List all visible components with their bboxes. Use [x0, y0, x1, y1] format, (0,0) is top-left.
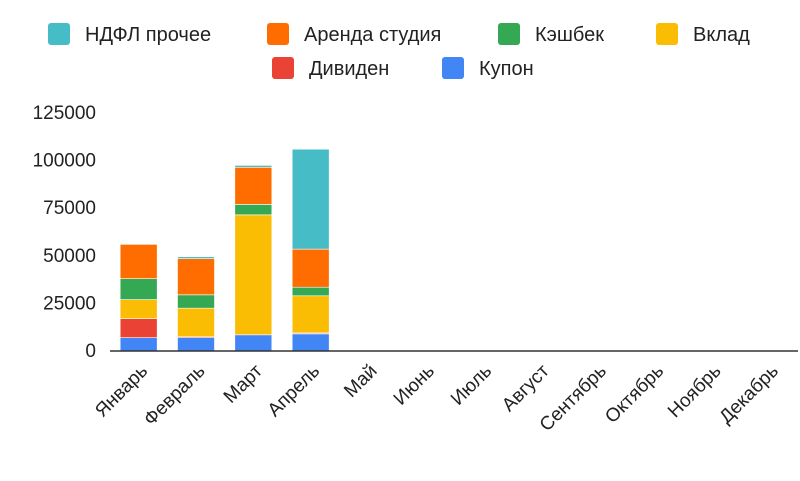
y-tick-label: 75000: [43, 198, 96, 219]
x-tick-label: Октябрь: [601, 361, 668, 428]
bar-segment-кэшбек: [177, 294, 215, 309]
y-axis: 0 25000 50000 75000 100000 125000: [33, 103, 96, 362]
bar-segment-вклад: [119, 299, 158, 319]
legend-label: Кэшбек: [535, 24, 604, 46]
y-tick-label: 125000: [33, 103, 96, 124]
bar-stack-2: [234, 165, 273, 352]
bar-segment-ндфл-прочее: [177, 256, 215, 259]
legend-label: Купон: [479, 58, 534, 80]
legend-item-вклад: Вклад: [656, 23, 750, 46]
x-tick-label: Апрель: [264, 361, 324, 421]
bar-segment-купон: [234, 334, 273, 352]
x-tick-label: Декабрь: [716, 361, 783, 428]
legend-item-дивиден: Дивиден: [272, 57, 389, 80]
bar-segment-кэшбек: [234, 204, 273, 216]
bar-stack-1: [177, 256, 215, 352]
bar-segment-купон: [291, 333, 330, 352]
bar-segment-дивиден: [119, 318, 158, 338]
y-tick-label: 0: [85, 341, 96, 362]
legend-item-ндфл-прочее: НДФЛ прочее: [48, 23, 211, 46]
bar-segment-аренда-студия: [119, 244, 158, 279]
legend-swatch: [267, 23, 289, 45]
bar-segment-кэшбек: [119, 278, 158, 300]
legend-item-аренда-студия: Аренда студия: [267, 23, 441, 46]
bar-segment-купон: [177, 337, 215, 352]
x-tick-label: Май: [340, 361, 381, 402]
bar-segment-вклад: [234, 214, 273, 336]
legend-swatch: [442, 57, 464, 79]
legend-item-купон: Купон: [442, 57, 534, 80]
legend: НДФЛ прочее Аренда студия Кэшбек Вклад Дивид…: [48, 23, 750, 80]
bar-segment-аренда-студия: [177, 258, 215, 296]
bar-stack-0: [119, 244, 158, 352]
legend-label: Вклад: [693, 24, 750, 46]
bar-segment-купон: [119, 337, 158, 352]
x-tick-label: Июнь: [390, 361, 439, 410]
bar-segment-аренда-студия: [234, 166, 273, 205]
bars: [119, 148, 330, 352]
legend-swatch: [272, 57, 294, 79]
y-tick-label: 100000: [33, 151, 96, 172]
x-tick-label: Март: [220, 360, 267, 407]
bar-stack-3: [291, 148, 330, 352]
legend-label: Аренда студия: [304, 24, 441, 46]
bar-segment-аренда-студия: [291, 248, 330, 288]
bar-segment-ндфл-прочее: [234, 165, 273, 168]
bar-segment-кэшбек: [291, 286, 330, 297]
legend-label: Дивиден: [309, 58, 389, 80]
y-tick-label: 25000: [43, 293, 96, 314]
legend-label: НДФЛ прочее: [85, 24, 211, 46]
bar-segment-вклад: [177, 307, 215, 338]
legend-swatch: [656, 23, 678, 45]
legend-swatch: [498, 23, 520, 45]
x-tick-label: Февраль: [140, 361, 210, 431]
y-tick-label: 50000: [43, 246, 96, 267]
x-tick-label: Август: [498, 360, 553, 415]
x-tick-label: Июль: [447, 361, 496, 410]
legend-item-кэшбек: Кэшбек: [498, 23, 604, 46]
bar-segment-вклад: [291, 295, 330, 334]
bar-segment-ндфл-прочее: [291, 148, 330, 250]
legend-swatch: [48, 23, 70, 45]
